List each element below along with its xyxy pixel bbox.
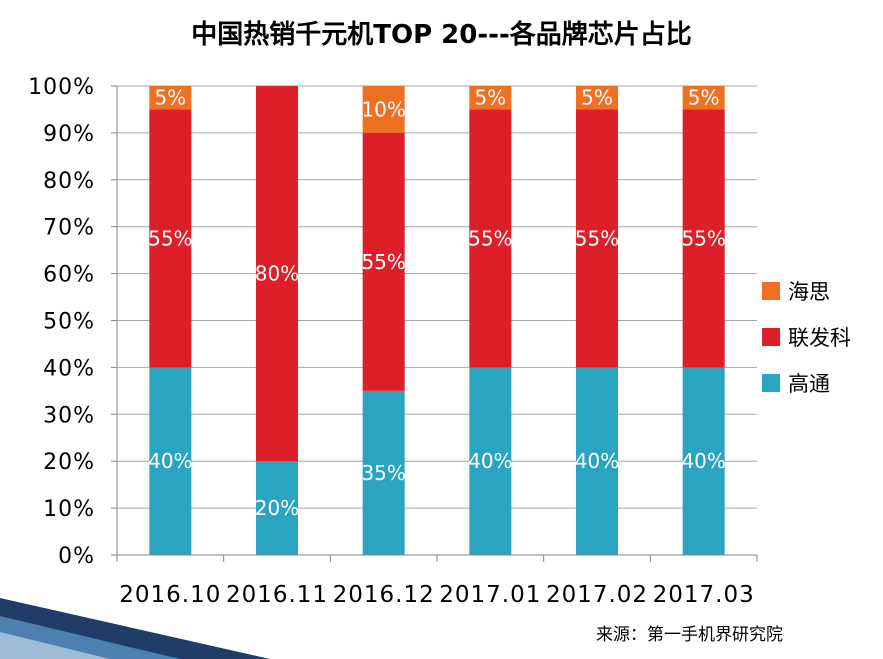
bar-segment	[576, 86, 618, 110]
y-tick-label: 90%	[43, 122, 95, 147]
bar-segment	[576, 367, 618, 555]
data-label: 5%	[154, 86, 186, 110]
legend-swatch-qualcomm	[762, 374, 780, 392]
bar-segment	[682, 109, 725, 368]
y-tick-label: 100%	[28, 75, 95, 100]
corner-decoration	[0, 598, 270, 659]
data-label: 55%	[468, 226, 512, 250]
x-tick-label: 2017.02	[546, 582, 648, 608]
legend-label-hisilicon: 海思	[788, 280, 830, 304]
legend-item-hisilicon: 海思	[762, 268, 880, 314]
data-label: 10%	[361, 97, 405, 121]
x-tick-label: 2016.11	[226, 582, 328, 608]
legend-swatch-hisilicon	[762, 282, 780, 300]
data-label: 80%	[255, 262, 299, 286]
legend-item-qualcomm: 高通	[762, 360, 880, 406]
y-tick-label: 40%	[43, 356, 95, 381]
x-tick-label: 2016.10	[119, 582, 221, 608]
bar-segment	[682, 367, 725, 555]
source-note: 来源：第一手机界研究院	[596, 625, 783, 645]
bar-segments: 40% 55% 5% 20% 80% 35% 55% 10% 40% 55% 5% 40% 55% 5% 4…	[148, 86, 726, 555]
data-label: 40%	[681, 449, 725, 473]
x-tick-label: 2016.12	[333, 582, 435, 608]
legend-label-mediatek: 联发科	[788, 326, 851, 350]
chart-title: 中国热销千元机TOP 20---各品牌芯片占比	[191, 20, 692, 50]
y-tick-label: 0%	[58, 544, 95, 569]
bar-segment	[362, 132, 405, 391]
y-tick-label: 70%	[43, 216, 95, 241]
data-label: 55%	[681, 226, 725, 250]
data-label: 20%	[255, 496, 299, 520]
data-label: 40%	[468, 449, 512, 473]
y-tick-label: 50%	[43, 310, 95, 335]
data-label: 40%	[148, 449, 192, 473]
bar-segment	[256, 86, 298, 462]
y-tick-label: 20%	[43, 450, 95, 475]
data-label: 55%	[148, 226, 192, 250]
bar-segment	[149, 367, 192, 555]
legend-swatch-mediatek	[762, 328, 780, 346]
data-label: 5%	[581, 86, 613, 110]
data-label: 55%	[575, 226, 619, 250]
legend-item-mediatek: 联发科	[762, 314, 880, 360]
bar-segment	[469, 367, 512, 555]
bar-segment	[149, 109, 192, 368]
legend-label-qualcomm: 高通	[788, 372, 830, 396]
data-label: 5%	[474, 86, 506, 110]
gridlines	[117, 85, 757, 509]
bar-segment	[149, 86, 192, 110]
bar-segment	[256, 461, 298, 555]
x-tick-label: 2017.01	[439, 582, 541, 608]
y-tick-label: 30%	[43, 403, 95, 428]
y-tick-label: 10%	[43, 497, 95, 522]
bar-segment	[362, 390, 405, 555]
y-axis-ticks: 0% 10% 20% 30% 40% 50% 60% 70% 80% 90% 100%	[28, 75, 118, 569]
bar-segment	[682, 86, 725, 110]
data-label: 5%	[688, 86, 720, 110]
bar-segment	[576, 109, 618, 368]
data-label: 40%	[575, 449, 619, 473]
bar-segment	[362, 86, 405, 133]
data-label: 55%	[361, 250, 405, 274]
y-tick-label: 80%	[43, 169, 95, 194]
x-tick-label: 2017.03	[653, 582, 755, 608]
legend: 海思 联发科 高通	[762, 268, 880, 406]
bar-segment	[469, 86, 512, 110]
y-tick-label: 60%	[43, 263, 95, 288]
bar-segment	[469, 109, 512, 368]
data-label: 35%	[361, 461, 405, 485]
x-axis: 2016.10 2016.11 2016.12 2017.01 2017.02 2017.…	[116, 554, 758, 608]
